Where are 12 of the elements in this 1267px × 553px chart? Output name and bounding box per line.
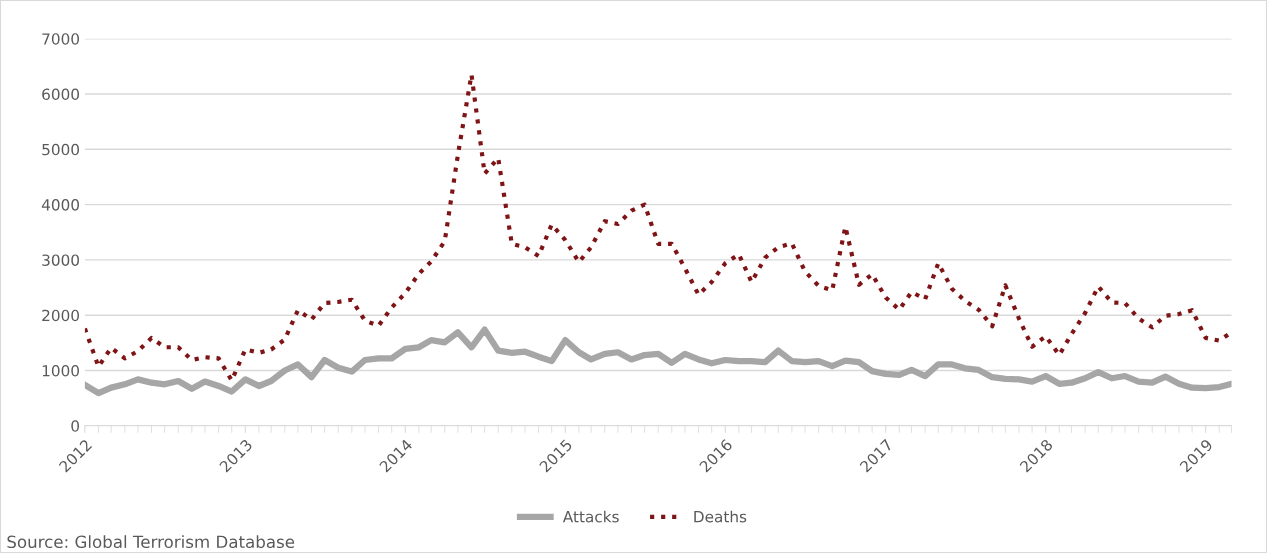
- y-tick-label: 4000: [41, 199, 80, 211]
- y-tick-label: 0: [71, 420, 80, 432]
- y-tick-label: 2000: [42, 309, 80, 322]
- y-tick-label: 5000: [42, 143, 80, 156]
- legend-label: Attacks: [562, 510, 619, 523]
- legend-label: Deaths: [694, 510, 747, 523]
- y-tick-label: 3000: [42, 254, 80, 266]
- source-note: Source: Global Terrorism Database: [7, 535, 295, 549]
- y-tick-label: 7000: [42, 33, 80, 45]
- y-tick-label: 6000: [42, 88, 80, 101]
- y-tick-label: 1000: [42, 364, 80, 377]
- line-series: [84, 72, 1232, 383]
